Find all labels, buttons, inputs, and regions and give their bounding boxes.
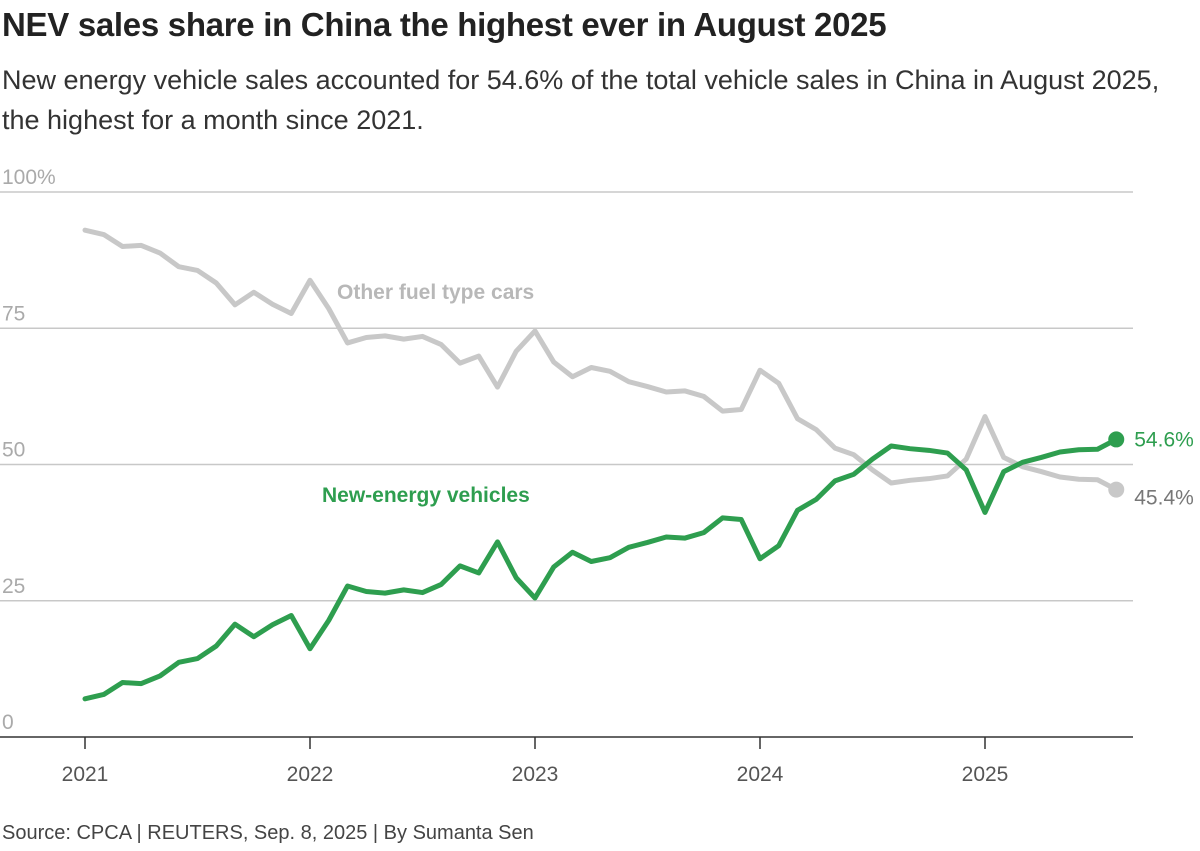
x-tick-label: 2022 — [287, 763, 334, 786]
series-end-label: 54.6% — [1134, 428, 1194, 451]
series-name-label: New-energy vehicles — [322, 484, 530, 507]
x-tick-label: 2024 — [737, 763, 784, 786]
chart-title: NEV sales share in China the highest eve… — [2, 6, 887, 43]
y-tick-label: 100% — [2, 166, 56, 189]
x-tick-label: 2021 — [62, 763, 109, 786]
series-name-label: Other fuel type cars — [337, 281, 534, 304]
series-line — [82, 227, 1119, 493]
y-tick-label: 50 — [2, 439, 25, 462]
x-tick-label: 2023 — [512, 763, 559, 786]
series-line — [82, 436, 1119, 702]
series-end-marker — [1108, 481, 1125, 498]
series-end-label: 45.4% — [1134, 487, 1194, 510]
y-axis-ticks: 100% 75 50 25 0 — [2, 166, 56, 734]
x-axis: 2021 2022 2023 2024 2025 — [0, 736, 1133, 786]
y-tick-label: 75 — [2, 302, 25, 325]
y-tick-label: 0 — [2, 711, 14, 734]
y-tick-label: 25 — [2, 575, 25, 598]
x-tick-label: 2025 — [962, 763, 1009, 786]
chart-subtitle: New energy vehicle sales accounted for 5… — [2, 65, 1160, 135]
source-note: Source: CPCA | REUTERS, Sep. 8, 2025 | B… — [2, 822, 534, 844]
series-layer — [82, 227, 1125, 702]
label-layer: 45.4% Other fuel type cars 54.6% New-energy… — [322, 281, 1194, 510]
series-end-marker — [1108, 431, 1125, 448]
grid-layer — [0, 191, 1133, 602]
